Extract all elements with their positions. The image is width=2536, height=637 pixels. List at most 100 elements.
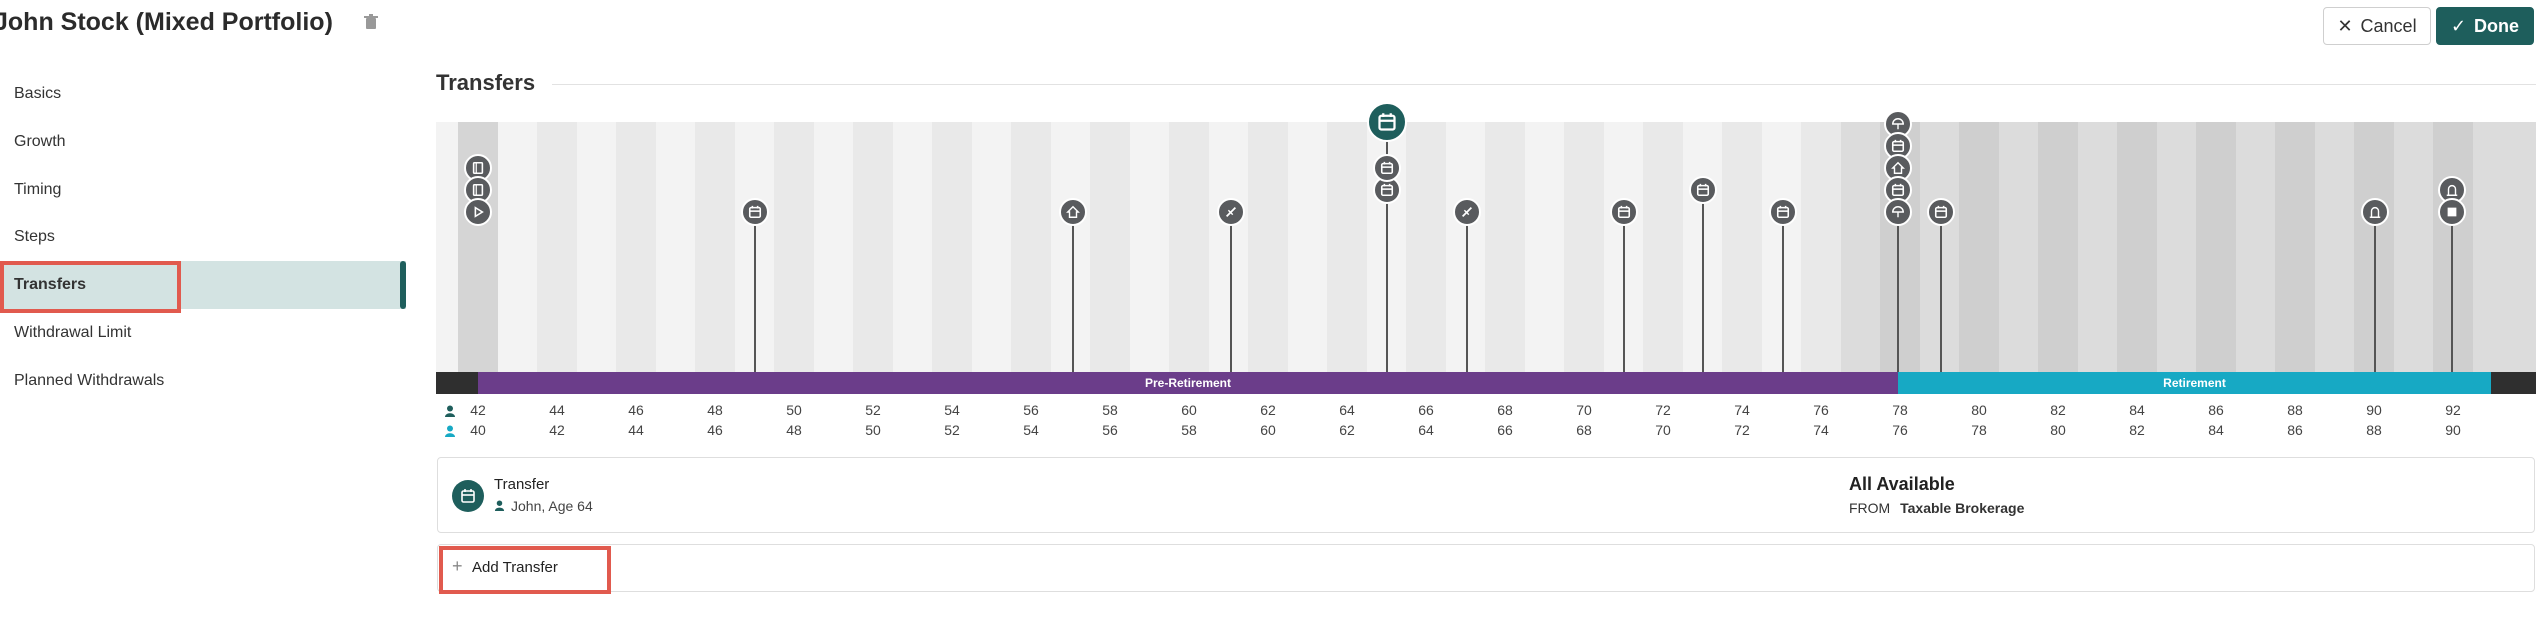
phase-pre-retirement[interactable]: Pre-Retirement: [478, 372, 1898, 394]
stop-event-icon[interactable]: [2438, 198, 2466, 226]
section-title: Transfers: [436, 70, 536, 95]
calendar-event-icon[interactable]: [1367, 102, 1407, 142]
event-stem: [1702, 190, 1704, 372]
timeline-column: [2196, 122, 2236, 372]
age-tick-label: 44: [549, 402, 565, 418]
age-tick-label: 76: [1813, 402, 1829, 418]
age-tick-label: 66: [1497, 422, 1513, 438]
transfer-card[interactable]: Transfer John, Age 64 All Available FROM…: [437, 457, 2535, 533]
age-tick-label: 64: [1339, 402, 1355, 418]
timeline-column: [1643, 122, 1683, 372]
phase-label: Retirement: [2163, 376, 2226, 390]
age-tick-label: 50: [865, 422, 881, 438]
person-icon: [494, 498, 505, 514]
timeline-column: [1959, 122, 1999, 372]
timeline-column: [1406, 122, 1446, 372]
timeline-column: [1485, 122, 1525, 372]
sidebar-item-timing[interactable]: Timing: [0, 166, 406, 214]
cancel-button[interactable]: ✕ Cancel: [2323, 7, 2431, 45]
age-tick-label: 74: [1734, 402, 1750, 418]
sidebar-item-label: Growth: [14, 133, 66, 150]
sidebar-item-planned-withdrawals[interactable]: Planned Withdrawals: [0, 357, 406, 405]
timeline-column: [1722, 122, 1762, 372]
age-tick-label: 80: [1971, 402, 1987, 418]
sidebar-item-label: Basics: [14, 85, 62, 102]
age-tick-label: 60: [1260, 422, 1276, 438]
umbrella-event-icon[interactable]: [1884, 198, 1912, 226]
retirement-background: [1841, 122, 2536, 372]
timeline-column: [774, 122, 814, 372]
age-tick-label: 80: [2050, 422, 2066, 438]
calendar-event-icon[interactable]: [1769, 198, 1797, 226]
event-stem: [1940, 212, 1942, 372]
age-tick-label: 56: [1023, 402, 1039, 418]
timeline-column: [537, 122, 577, 372]
age-tick-label: 90: [2445, 422, 2461, 438]
transfer-title: Transfer: [494, 476, 550, 493]
age-tick-label: 60: [1181, 402, 1197, 418]
calendar-event-icon[interactable]: [1927, 198, 1955, 226]
plus-icon: +: [452, 556, 463, 576]
plane-event-icon[interactable]: [1453, 198, 1481, 226]
done-button-label: Done: [2474, 15, 2520, 36]
age-tick-label: 90: [2366, 402, 2382, 418]
phase-label: Pre-Retirement: [1144, 376, 1232, 390]
add-transfer-card[interactable]: + Add Transfer: [437, 544, 2535, 592]
timeline-column: [2117, 122, 2157, 372]
plane-event-icon[interactable]: [1217, 198, 1245, 226]
trash-icon[interactable]: [362, 14, 380, 32]
timeline-column: [1090, 122, 1130, 372]
add-transfer-button[interactable]: Add Transfer: [472, 559, 558, 576]
from-account: Taxable Brokerage: [1900, 500, 2025, 516]
age-tick-label: 72: [1734, 422, 1750, 438]
sidebar-item-transfers[interactable]: Transfers: [0, 261, 406, 309]
highlight-add-transfer: [439, 546, 611, 594]
event-stem: [1897, 212, 1899, 372]
age-tick-label: 68: [1497, 402, 1513, 418]
age-tick-label: 58: [1102, 402, 1118, 418]
age-tick-label: 88: [2287, 402, 2303, 418]
transfer-subtitle-text: John, Age 64: [511, 498, 593, 514]
cancel-button-label: Cancel: [2360, 15, 2417, 36]
phase-retirement[interactable]: Retirement: [1898, 372, 2491, 394]
event-stem: [754, 212, 756, 372]
calendar-event-icon[interactable]: [1373, 154, 1401, 182]
house-event-icon[interactable]: [1059, 198, 1087, 226]
age-tick-label: 62: [1339, 422, 1355, 438]
sidebar-item-label: Timing: [14, 181, 62, 198]
sidebar-item-steps[interactable]: Steps: [0, 213, 406, 261]
age-tick-label: 72: [1655, 402, 1671, 418]
close-icon: ✕: [2337, 15, 2353, 36]
age-tick-label: 54: [944, 402, 960, 418]
check-icon: ✓: [2450, 15, 2467, 36]
sidebar-item-basics[interactable]: Basics: [0, 70, 406, 118]
age-tick-label: 46: [628, 402, 644, 418]
timeline-column: [616, 122, 656, 372]
age-tick-label: 46: [707, 422, 723, 438]
age-tick-label: 84: [2208, 422, 2224, 438]
highlight-transfers: [0, 261, 181, 313]
age-tick-label: 48: [786, 422, 802, 438]
age-tick-label: 56: [1102, 422, 1118, 438]
tombstone-event-icon[interactable]: [2361, 198, 2389, 226]
play-event-icon[interactable]: [464, 198, 492, 226]
sidebar-item-growth[interactable]: Growth: [0, 118, 406, 166]
done-button[interactable]: ✓ Done: [2436, 7, 2534, 45]
age-tick-label: 86: [2208, 402, 2224, 418]
event-stem: [2451, 212, 2453, 372]
calendar-event-icon[interactable]: [1610, 198, 1638, 226]
sidebar-item-withdrawal-limit[interactable]: Withdrawal Limit: [0, 309, 406, 357]
calendar-event-icon[interactable]: [741, 198, 769, 226]
event-stem: [1072, 212, 1074, 372]
timeline-column: [1801, 122, 1841, 372]
timeline-column: [1011, 122, 1051, 372]
age-tick-label: 66: [1418, 402, 1434, 418]
age-tick-label: 78: [1892, 402, 1908, 418]
timeline-column: [2275, 122, 2315, 372]
timeline-column: [1169, 122, 1209, 372]
calendar-event-icon[interactable]: [1689, 176, 1717, 204]
age-tick-label: 54: [1023, 422, 1039, 438]
timeline-column: [1327, 122, 1367, 372]
tombstone-event-icon[interactable]: [2438, 176, 2466, 204]
age-tick-label: 64: [1418, 422, 1434, 438]
